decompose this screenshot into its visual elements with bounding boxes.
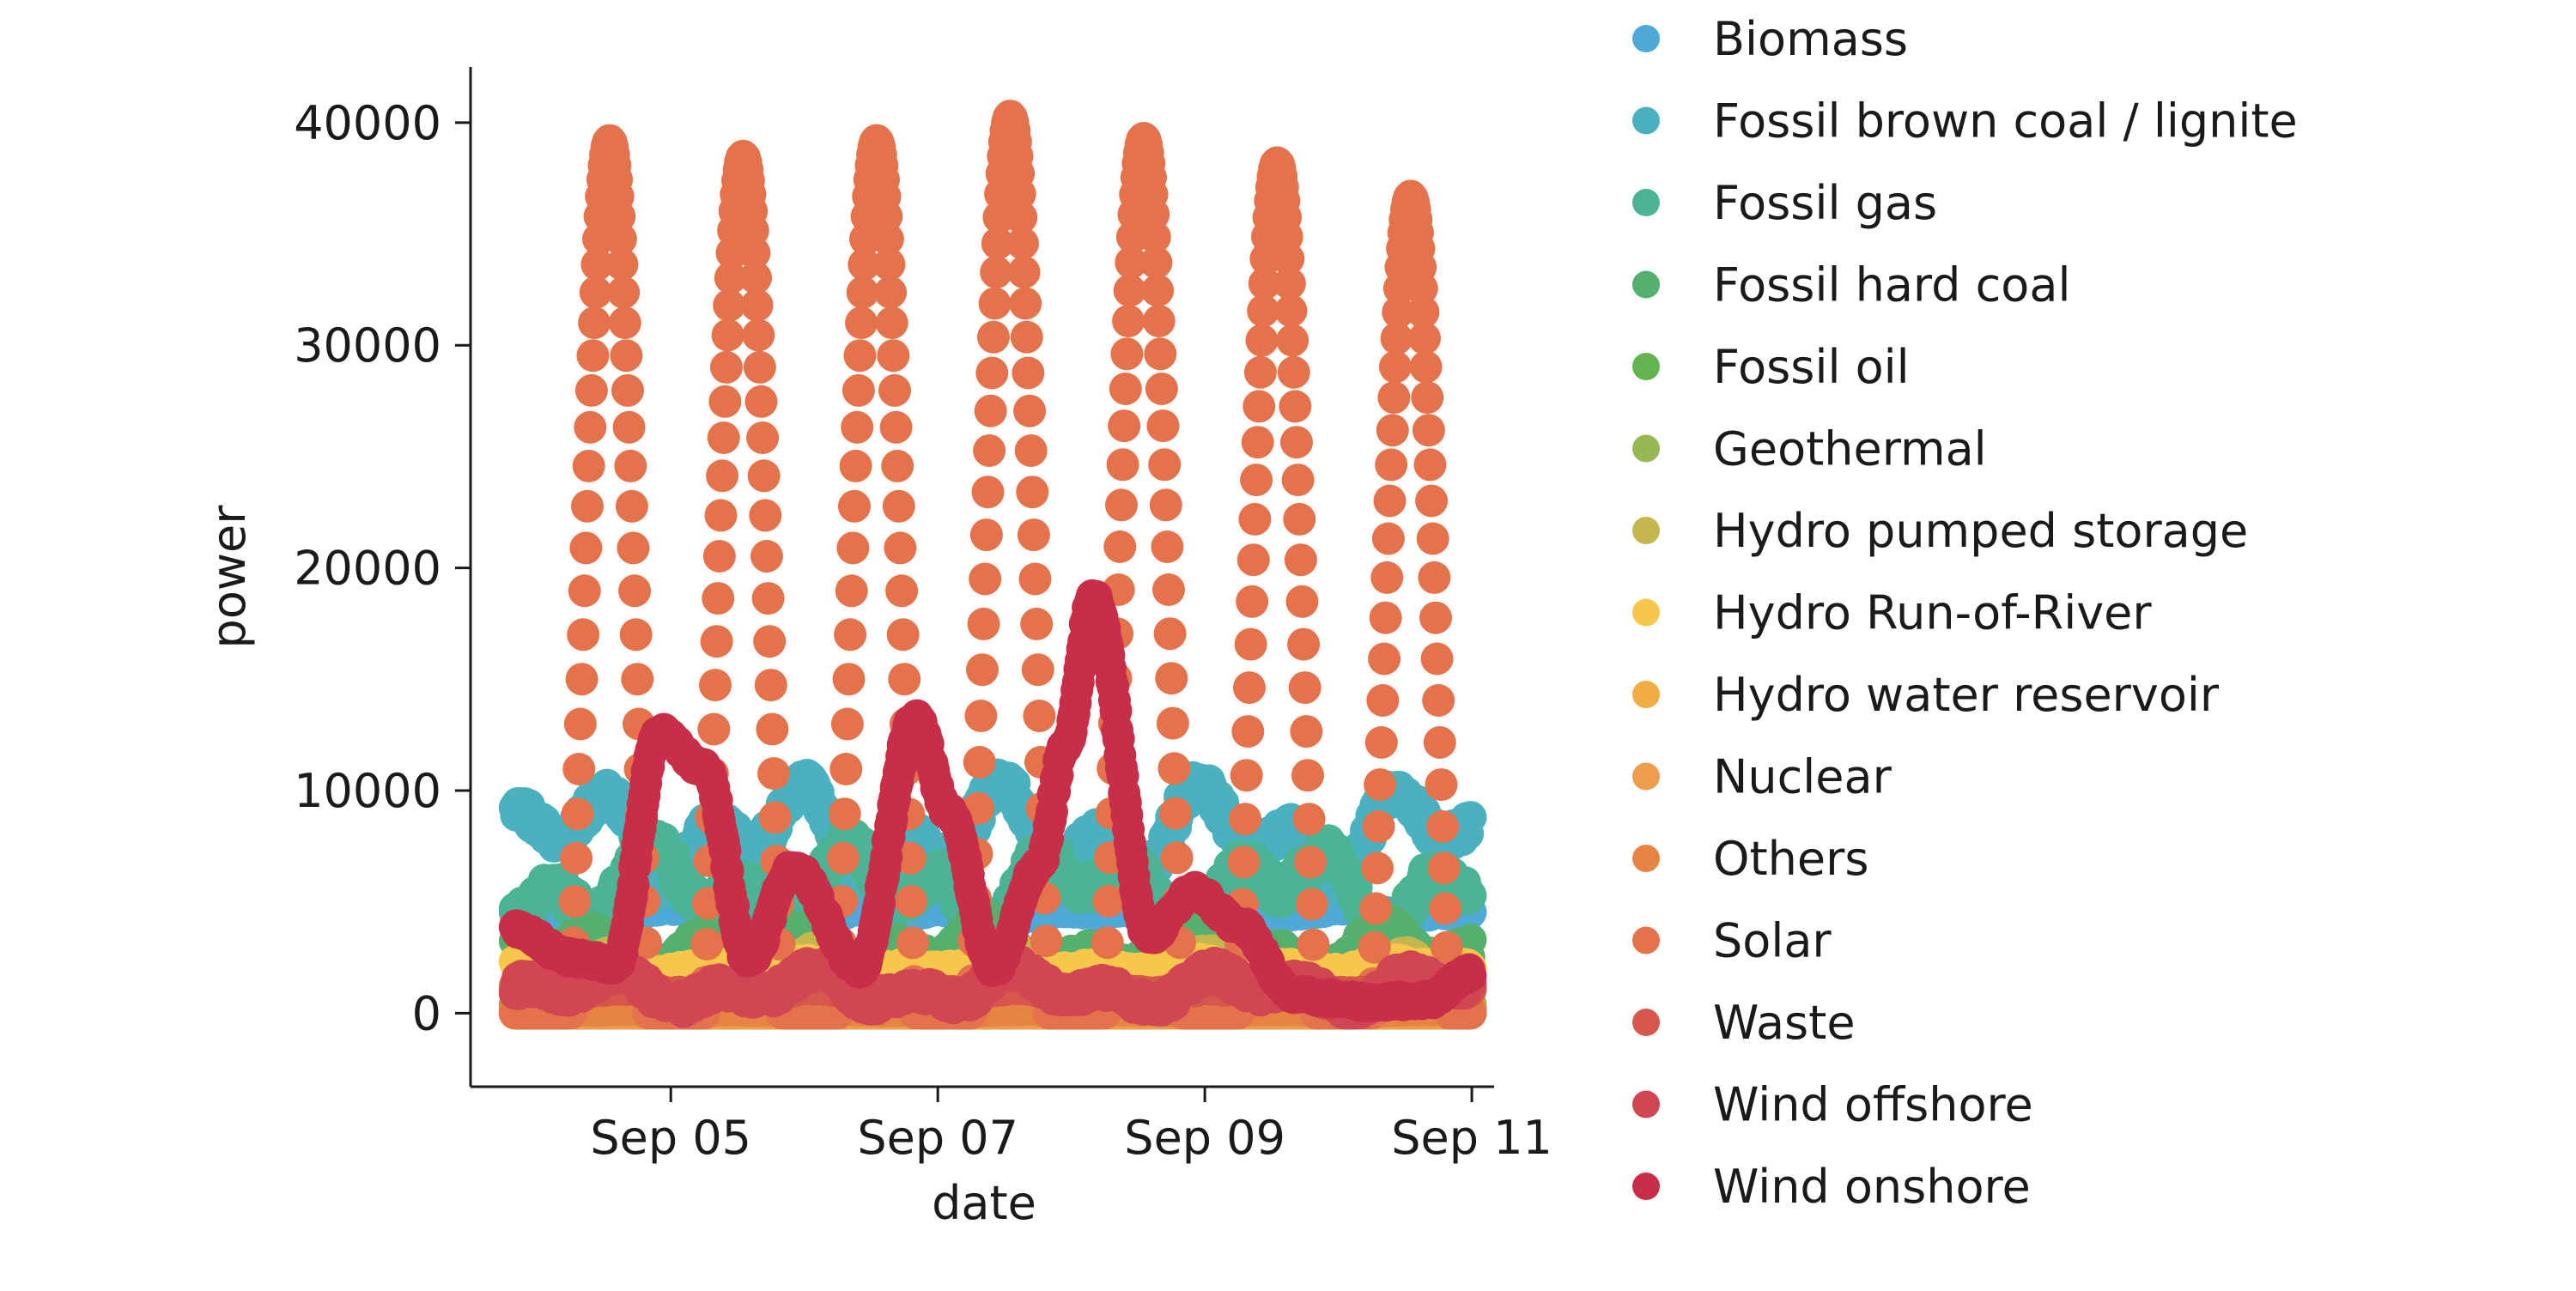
data-point [1454,801,1487,834]
plot-area [498,100,1487,1030]
